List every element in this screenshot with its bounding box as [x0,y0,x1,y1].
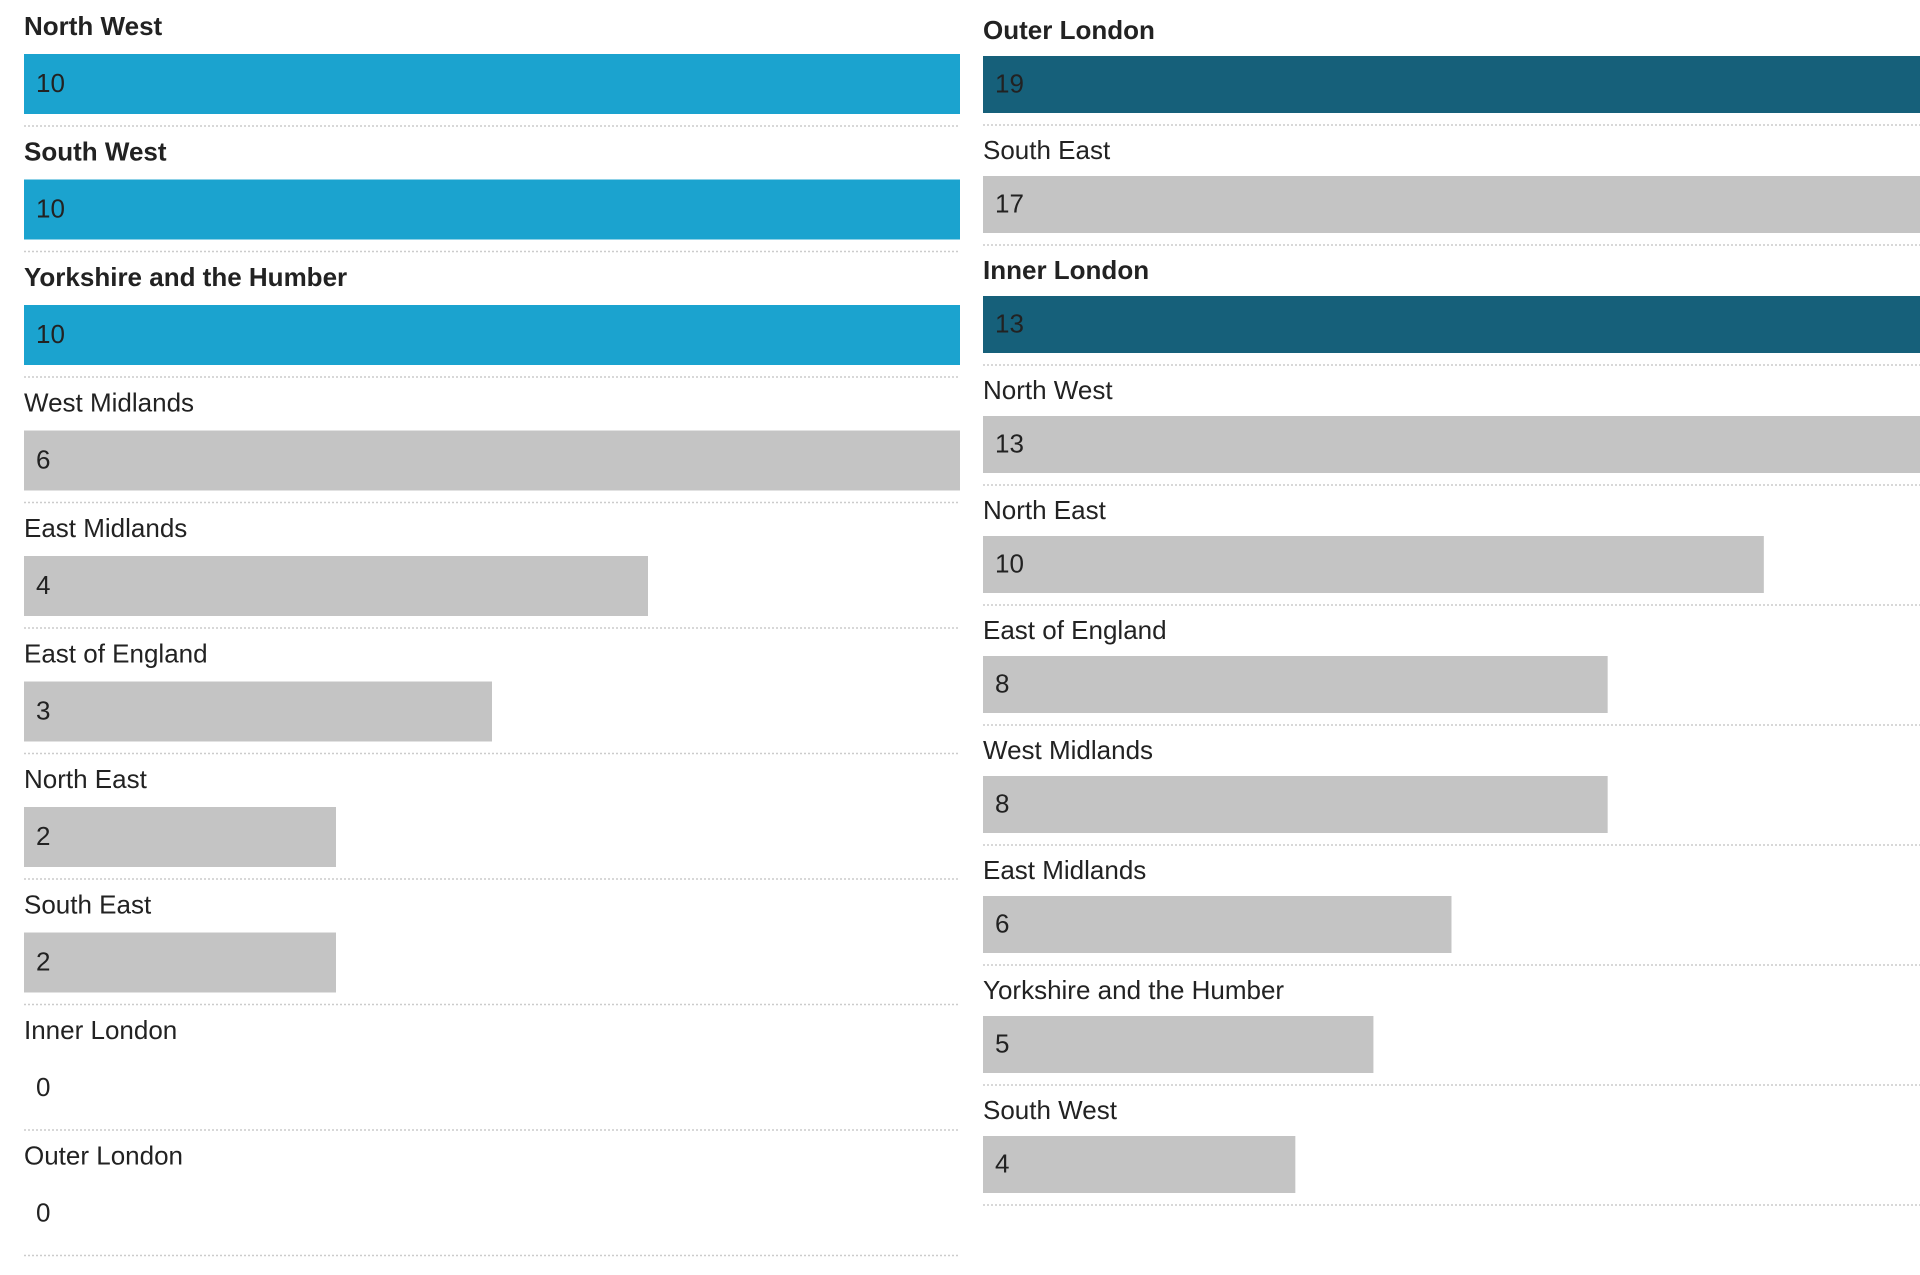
value-label: 10 [36,319,65,349]
category-label: South West [983,1095,1118,1125]
category-label: South East [983,135,1111,165]
value-label: 8 [995,788,1009,818]
bar [24,556,648,616]
value-label: 19 [995,68,1024,98]
category-label: South East [24,889,152,919]
bar [983,776,1608,833]
category-label: Outer London [983,15,1155,45]
value-label: 2 [36,821,50,851]
bar [24,430,960,491]
value-label: 8 [995,668,1009,698]
value-label: 0 [36,1197,50,1227]
value-label: 10 [995,548,1024,578]
category-label: Yorkshire and the Humber [24,262,347,292]
bar [24,179,960,240]
value-label: 3 [36,695,50,725]
bar [983,416,1920,473]
bar [983,656,1608,713]
value-label: 5 [995,1028,1009,1058]
bar [983,1016,1374,1073]
value-label: 4 [36,570,50,600]
category-label: East Midlands [24,513,187,543]
category-label: Yorkshire and the Humber [983,975,1284,1005]
bar [983,536,1764,593]
bar [983,56,1920,113]
value-label: 10 [36,68,65,98]
category-label: North East [983,495,1107,525]
bars [983,56,1920,1193]
bar [24,54,960,114]
category-label: East Midlands [983,855,1146,885]
category-label: Inner London [24,1015,177,1045]
bar [24,932,336,993]
value-label: 2 [36,946,50,976]
category-label: North West [24,11,163,41]
bar [24,807,336,867]
bar [24,681,492,742]
category-label: Outer London [24,1140,183,1170]
value-label: 13 [995,308,1024,338]
value-label: 6 [36,444,50,474]
category-label: Inner London [983,255,1149,285]
bar [24,305,960,365]
bar [983,896,1452,953]
category-label: North East [24,764,148,794]
bar [983,176,1920,233]
value-label: 0 [36,1072,50,1102]
value-label: 17 [995,188,1024,218]
category-label: East of England [24,638,208,668]
value-label: 4 [995,1148,1009,1178]
bar [983,1136,1296,1193]
bar [983,296,1920,353]
value-label: 13 [995,428,1024,458]
category-label: West Midlands [24,387,194,417]
value-label: 6 [995,908,1009,938]
value-label: 10 [36,193,65,223]
category-label: South West [24,136,167,166]
category-label: West Midlands [983,735,1153,765]
category-label: East of England [983,615,1167,645]
bars [24,54,960,993]
category-label: North West [983,375,1113,405]
